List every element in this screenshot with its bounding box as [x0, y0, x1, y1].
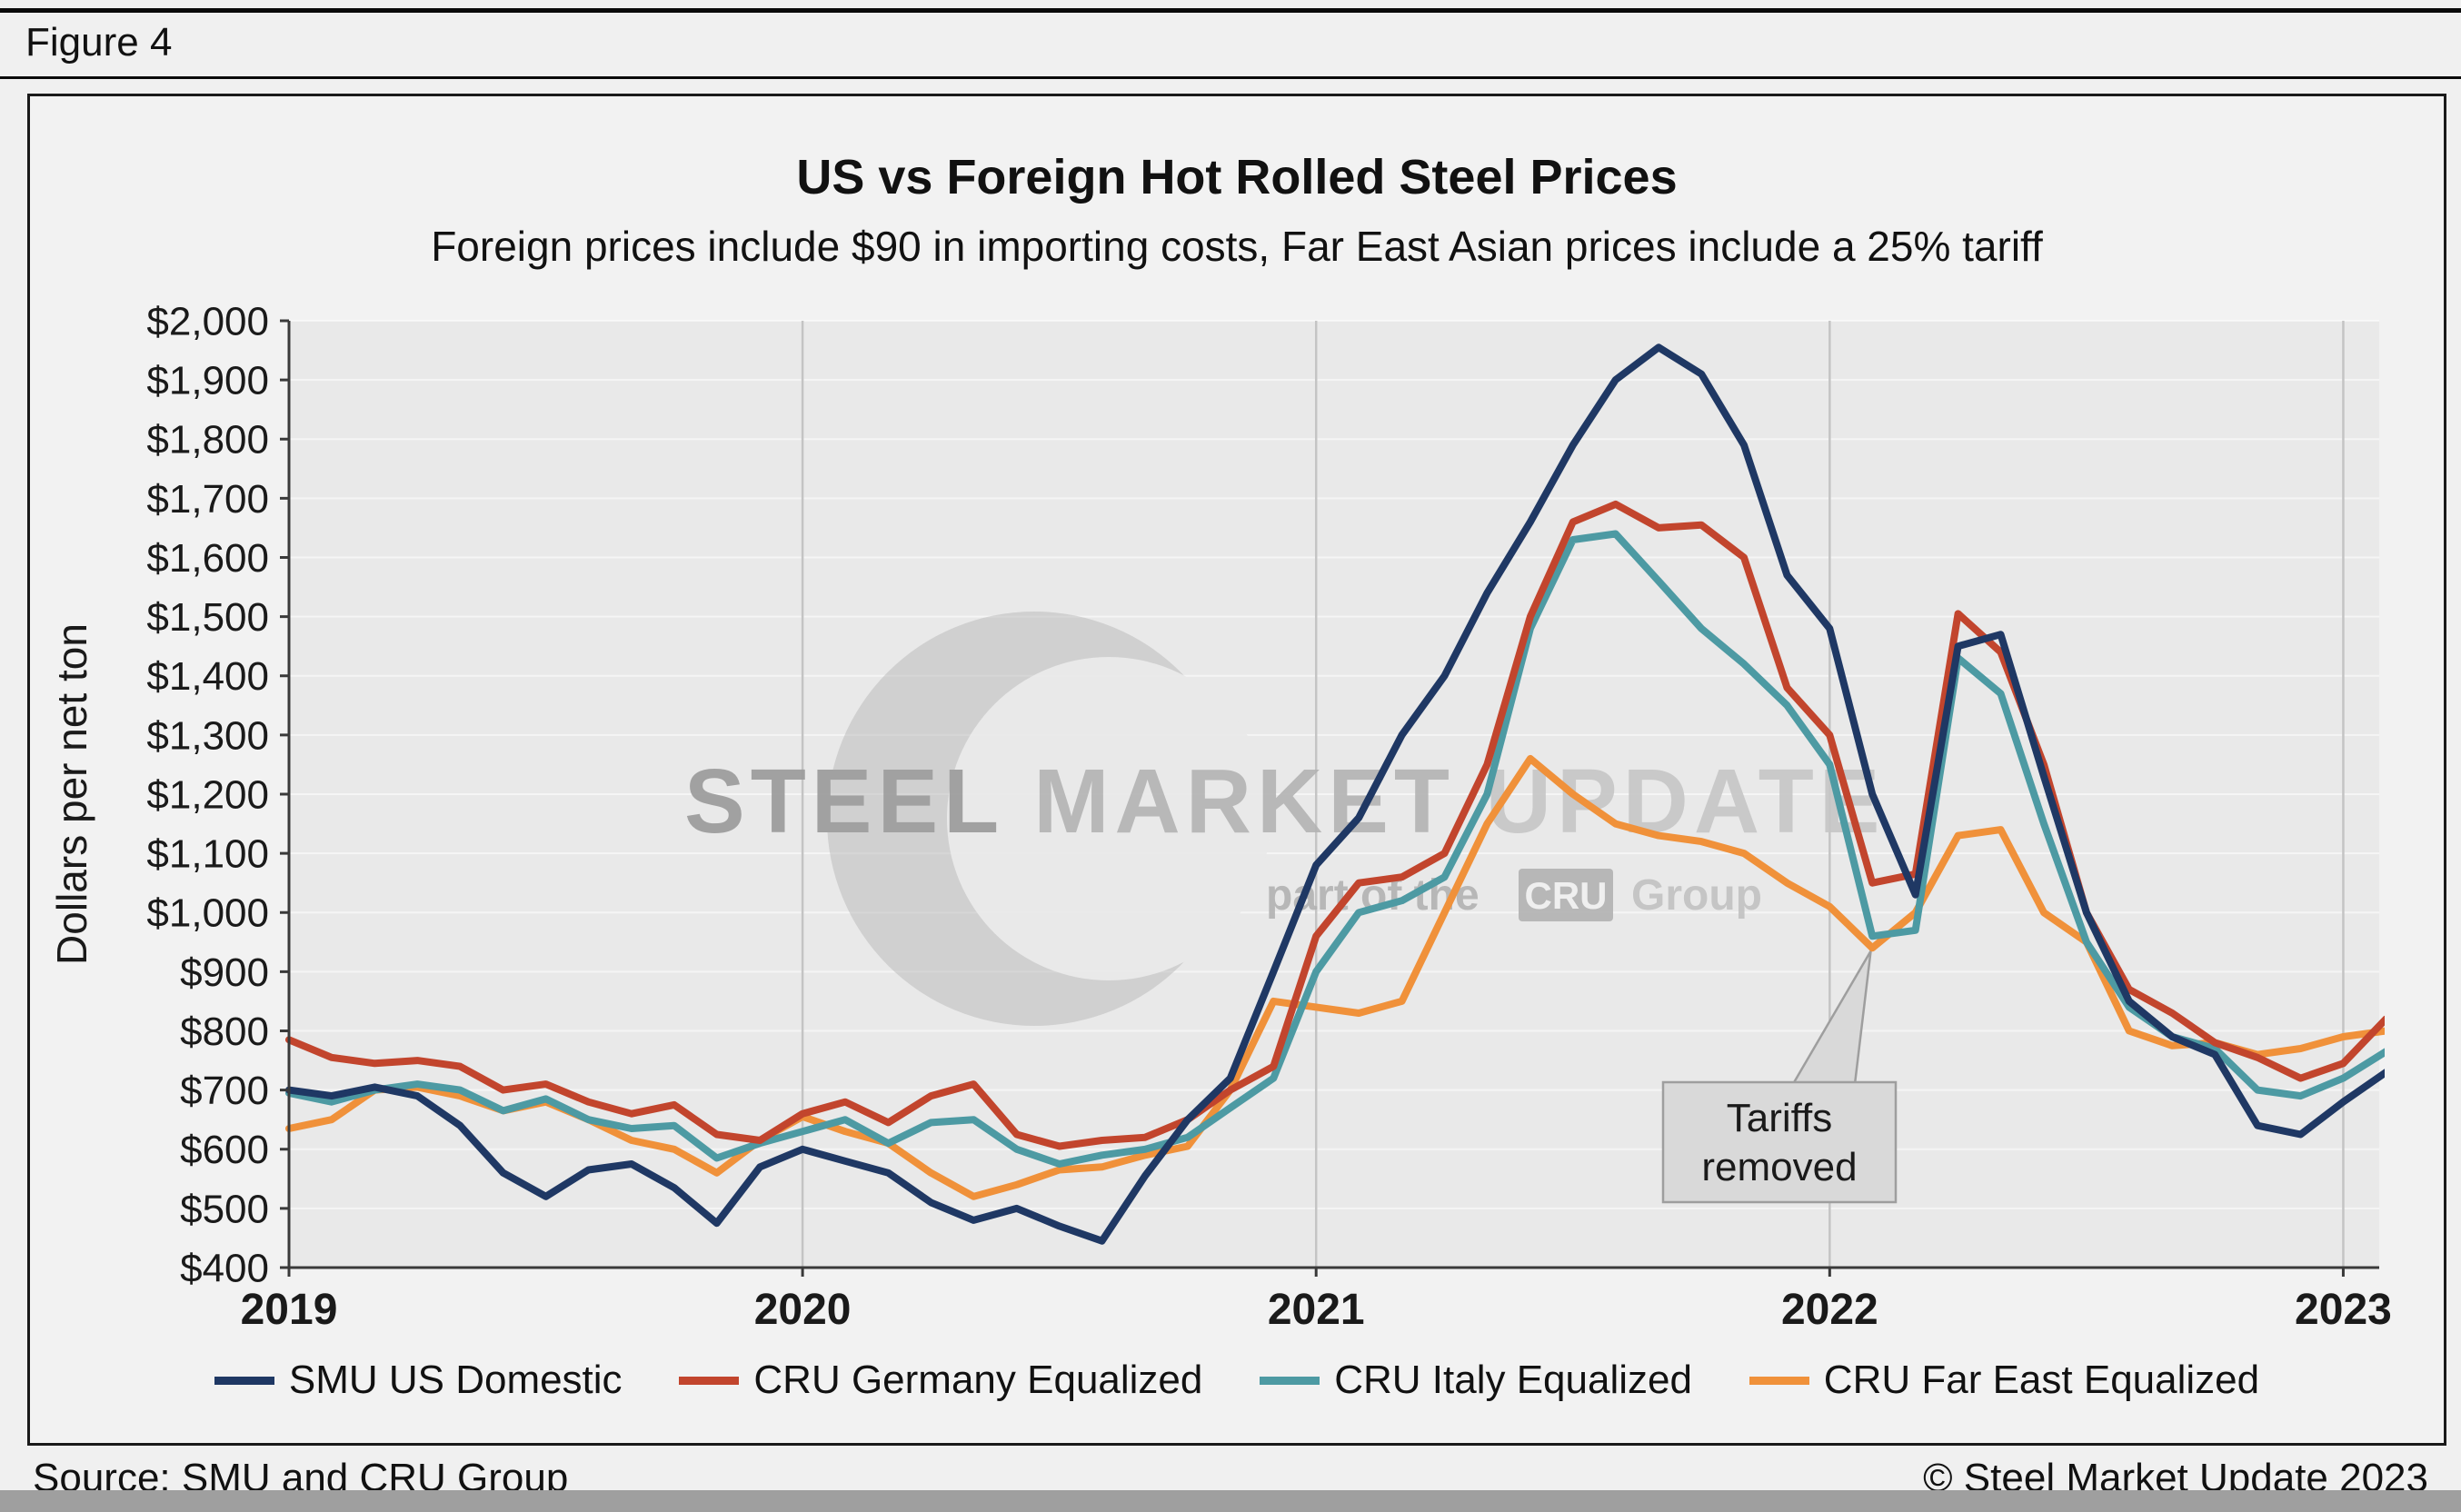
figure-label: Figure 4: [25, 20, 173, 65]
svg-text:$900: $900: [180, 950, 269, 995]
svg-text:2020: 2020: [754, 1286, 852, 1334]
svg-text:removed: removed: [1701, 1145, 1857, 1189]
svg-text:Group: Group: [1631, 871, 1762, 920]
legend-swatch-smu-us-domestic: [214, 1376, 274, 1385]
legend-label-cru-germany-equalized: CRU Germany Equalized: [753, 1358, 1203, 1402]
chart-subtitle: Foreign prices include $90 in importing …: [431, 223, 2043, 270]
svg-text:STEEL MARKET UPDATE: STEEL MARKET UPDATE: [684, 751, 1885, 852]
series-smu-us-domestic: [285, 343, 2385, 1245]
svg-text:2021: 2021: [1268, 1286, 1365, 1334]
legend-label-smu-us-domestic: SMU US Domestic: [288, 1358, 623, 1402]
svg-text:$1,400: $1,400: [146, 654, 269, 699]
chart-panel: US vs Foreign Hot Rolled Steel Prices Fo…: [27, 94, 2446, 1446]
cru-badge: [1519, 869, 1613, 921]
tariffs-annotation: Tariffs removed: [1661, 950, 1898, 1204]
legend-swatch-cru-italy-equalized: [1260, 1376, 1320, 1385]
legend-label-cru-far-east-equalized: CRU Far East Equalized: [1823, 1358, 2260, 1402]
series-cru-italy-equalized: [285, 530, 2385, 1168]
year-gridlines: [801, 321, 2345, 1268]
series-cru-far-east-equalized: [285, 754, 2385, 1200]
svg-text:$800: $800: [180, 1010, 269, 1054]
horizontal-gridlines: [289, 320, 2379, 1209]
svg-text:2019: 2019: [241, 1286, 338, 1334]
legend-item-cru-italy-equalized: CRU Italy Equalized: [1260, 1358, 1692, 1403]
svg-text:$600: $600: [180, 1128, 269, 1172]
legend-swatch-cru-far-east-equalized: [1749, 1376, 1809, 1385]
svg-text:Tariffs: Tariffs: [1727, 1096, 1833, 1140]
svg-text:$1,700: $1,700: [146, 477, 269, 522]
x-axis-ticks: 2019 2020 2021 2022 2023: [241, 1286, 2392, 1334]
svg-text:$1,500: $1,500: [146, 595, 269, 640]
legend-label-cru-italy-equalized: CRU Italy Equalized: [1334, 1358, 1692, 1402]
chart-legend: SMU US Domestic CRU Germany Equalized CRU …: [30, 1358, 2444, 1403]
svg-text:2023: 2023: [2295, 1286, 2392, 1334]
figure-label-underline: [0, 76, 2461, 79]
legend-item-smu-us-domestic: SMU US Domestic: [214, 1358, 623, 1403]
svg-text:$1,900: $1,900: [146, 359, 269, 403]
legend-swatch-cru-germany-equalized: [679, 1376, 740, 1385]
y-axis-ticks: $2,000 $1,900 $1,800 $1,700 $1,600 $1,500 $1,4…: [146, 299, 269, 1290]
svg-text:$1,800: $1,800: [146, 418, 269, 463]
series-lines: [285, 343, 2385, 1245]
svg-text:$500: $500: [180, 1187, 269, 1231]
svg-text:$1,600: $1,600: [146, 536, 269, 581]
top-rule: [0, 8, 2461, 13]
svg-text:$1,300: $1,300: [146, 713, 269, 758]
y-axis-title: Dollars per net ton: [48, 623, 95, 965]
svg-text:2022: 2022: [1781, 1286, 1878, 1334]
svg-text:$700: $700: [180, 1069, 269, 1113]
svg-text:$1,200: $1,200: [146, 772, 269, 817]
chart-title: US vs Foreign Hot Rolled Steel Prices: [796, 150, 1678, 204]
legend-item-cru-far-east-equalized: CRU Far East Equalized: [1749, 1358, 2259, 1403]
legend-item-cru-germany-equalized: CRU Germany Equalized: [679, 1358, 1202, 1403]
svg-text:$1,100: $1,100: [146, 832, 269, 877]
svg-text:$2,000: $2,000: [146, 299, 269, 343]
bottom-strip: [0, 1490, 2461, 1512]
axes: [280, 319, 2379, 1277]
svg-text:$400: $400: [180, 1246, 269, 1290]
svg-text:CRU: CRU: [1525, 874, 1608, 917]
svg-text:$1,000: $1,000: [146, 891, 269, 936]
